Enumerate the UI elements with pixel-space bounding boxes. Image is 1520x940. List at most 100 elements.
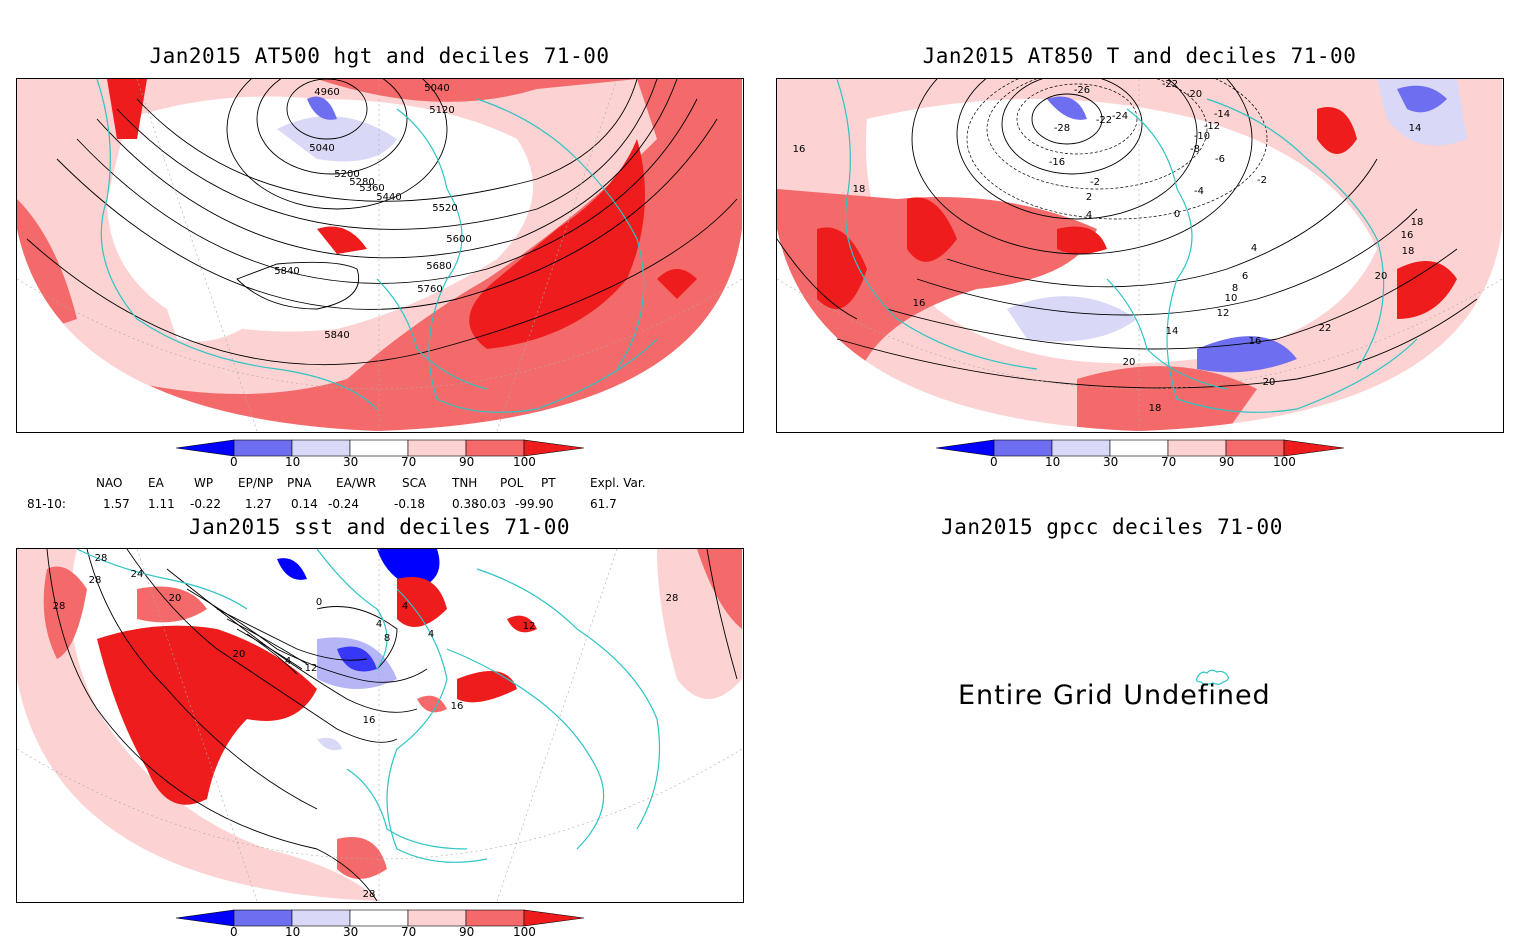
index-value: -99.90 [515, 497, 554, 511]
colorbar-label: 10 [285, 455, 301, 469]
contour-label: 2 [1086, 192, 1092, 203]
contour-label: 6 [1242, 271, 1248, 282]
panel-title-t850: Jan2015 AT850 T and deciles 71-00 [922, 44, 1357, 68]
contour-label: 22 [1319, 323, 1332, 334]
contour-label: 20 [1123, 357, 1136, 368]
index-header: PNA [287, 476, 312, 490]
contour-label: 4 [1251, 243, 1257, 254]
contour-label: 20 [1263, 377, 1276, 388]
index-row-label: 81-10: [27, 497, 66, 511]
panel-title-hgt500: Jan2015 AT500 hgt and deciles 71-00 [149, 44, 610, 68]
index-value: -0.22 [190, 497, 222, 511]
contour-label: -4 [1194, 186, 1204, 197]
island-outline-icon [1195, 669, 1229, 685]
colorbar-label: 30 [343, 925, 359, 939]
contour-label: 4 [1086, 210, 1092, 221]
index-value: -0.03 [475, 497, 507, 511]
map-panel-sst: 28 24 28 20 20 28 0 4 4 8 4 12 12 16 16 … [16, 548, 744, 903]
index-value: 0.14 [291, 497, 318, 511]
colorbar-label: 30 [343, 455, 359, 469]
colorbar-label: 70 [401, 925, 417, 939]
contour-label: 24 [131, 569, 144, 580]
colorbar-label: 0 [990, 455, 998, 469]
map-panel-t850: -22 -20 -26 -28 -22 -24 -16 -14 -12 -10 … [776, 78, 1504, 433]
colorbar-label: 10 [285, 925, 301, 939]
undefined-grid-message: Entire Grid Undefined [958, 680, 1271, 711]
index-value: -0.24 [328, 497, 360, 511]
contour-label: 4 [285, 656, 291, 667]
contour-label: -10 [1194, 131, 1210, 142]
colorbar-label: 70 [401, 455, 417, 469]
colorbar-label: 100 [1273, 455, 1296, 469]
map-panel-hgt500: 4960 5040 5040 5120 5200 5280 5360 5440 … [16, 78, 744, 433]
contour-label: 5040 [309, 143, 334, 154]
colorbar-label: 90 [1219, 455, 1235, 469]
contour-label: 16 [793, 144, 806, 155]
contour-label: 28 [363, 889, 376, 900]
contour-label: 8 [1232, 283, 1238, 294]
contour-label: -6 [1215, 154, 1225, 165]
index-header: SCA [402, 476, 427, 490]
contour-label: 8 [384, 633, 390, 644]
contour-label: -20 [1186, 89, 1202, 100]
contour-label: 28 [89, 575, 102, 586]
colorbar-label: 0 [230, 455, 238, 469]
contour-label: 16 [1249, 336, 1262, 347]
contour-label: 28 [666, 593, 679, 604]
contour-label: 12 [305, 663, 318, 674]
contour-label: 5680 [426, 261, 451, 272]
index-header: PT [541, 476, 556, 490]
index-header: EP/NP [238, 476, 274, 490]
contour-label: 16 [1401, 230, 1414, 241]
colorbar-label: 100 [513, 925, 536, 939]
contour-label: 4 [402, 601, 408, 612]
panel-title-gpcc: Jan2015 gpcc deciles 71-00 [941, 515, 1283, 539]
contour-label: -12 [1204, 121, 1220, 132]
colorbar-label: 90 [459, 455, 475, 469]
contour-label: 5520 [432, 203, 457, 214]
contour-label: -22 [1096, 115, 1112, 126]
contour-label: 12 [523, 621, 536, 632]
contour-label: 12 [1217, 308, 1230, 319]
contour-label: 14 [1166, 326, 1179, 337]
contour-label: 20 [233, 649, 246, 660]
contour-label: 5120 [429, 105, 454, 116]
contour-label: 16 [913, 298, 926, 309]
contour-label: -16 [1049, 157, 1065, 168]
contour-label: -2 [1257, 175, 1267, 186]
contour-label: -8 [1190, 144, 1200, 155]
contour-label: 28 [95, 553, 108, 564]
contour-label: 5200 [334, 169, 359, 180]
colorbar-label: 0 [230, 925, 238, 939]
contour-label: -24 [1112, 111, 1128, 122]
colorbar-label: 90 [459, 925, 475, 939]
contour-label: 5840 [274, 266, 299, 277]
contour-label: 5440 [376, 192, 401, 203]
contour-label: 4 [376, 619, 382, 630]
colorbar-sst: 0 10 30 70 90 100 [175, 908, 586, 940]
index-header: Expl. Var. [590, 476, 646, 490]
contour-label: 18 [1402, 246, 1415, 257]
contour-label: 0 [316, 597, 322, 608]
contour-label: 10 [1225, 293, 1238, 304]
contour-label: 4960 [314, 87, 339, 98]
contour-label: 18 [1411, 217, 1424, 228]
contour-label: 18 [1149, 403, 1162, 414]
contour-label: 28 [53, 601, 66, 612]
contour-label: 16 [451, 701, 464, 712]
contour-label: 14 [1409, 123, 1422, 134]
index-value: 1.57 [103, 497, 130, 511]
contour-label: 5360 [359, 183, 384, 194]
index-header: TNH [452, 476, 478, 490]
colorbar-label: 30 [1103, 455, 1119, 469]
index-value: 61.7 [590, 497, 617, 511]
contour-label: 5840 [324, 330, 349, 341]
colorbar-label: 70 [1161, 455, 1177, 469]
index-header: EA [148, 476, 164, 490]
map-panel-gpcc: Entire Grid Undefined [776, 548, 1504, 903]
index-value: 1.27 [245, 497, 272, 511]
contour-label: 16 [363, 715, 376, 726]
contour-label: -2 [1090, 177, 1100, 188]
contour-label: 5760 [417, 284, 442, 295]
contour-label: -26 [1074, 85, 1090, 96]
